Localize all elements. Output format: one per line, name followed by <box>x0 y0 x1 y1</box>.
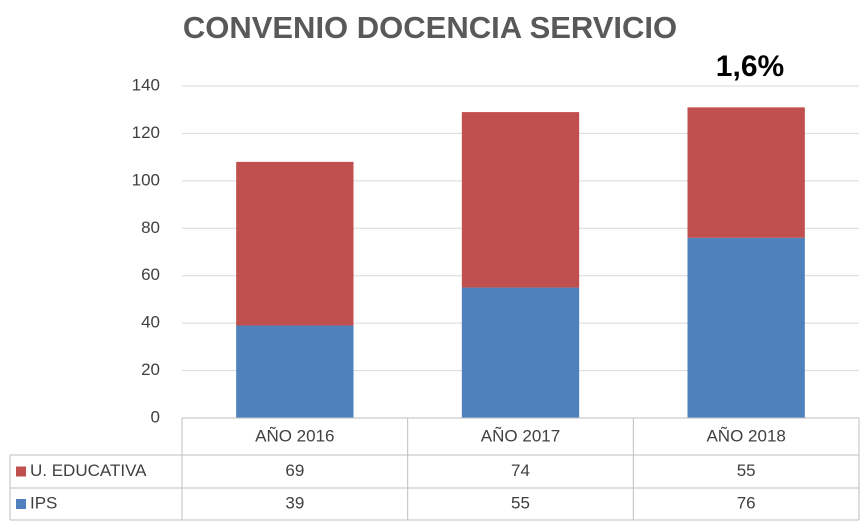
annotation: 1,6% <box>716 50 784 83</box>
y-tick-label: 140 <box>132 75 160 94</box>
table-value: 76 <box>737 493 756 512</box>
bar-segment <box>461 287 580 418</box>
table-value: 69 <box>285 461 304 480</box>
y-tick-label: 100 <box>132 170 160 189</box>
legend-swatch <box>16 499 26 509</box>
y-tick-label: 60 <box>141 265 160 284</box>
bar-segment <box>236 325 354 418</box>
table-value: 39 <box>285 493 304 512</box>
table-value: 55 <box>511 493 530 512</box>
legend-label: U. EDUCATIVA <box>30 461 147 480</box>
x-tick-label: AÑO 2018 <box>706 426 785 445</box>
bar-segment <box>687 237 805 418</box>
table-value: 74 <box>511 461 530 480</box>
table-value: 55 <box>737 461 756 480</box>
y-tick-label: 40 <box>141 313 160 332</box>
legend-label: IPS <box>30 493 57 512</box>
y-tick-label: 120 <box>132 123 160 142</box>
chart-title: CONVENIO DOCENCIA SERVICIO <box>183 10 677 45</box>
y-tick-label: 80 <box>141 218 160 237</box>
legend-swatch <box>16 466 26 477</box>
x-tick-label: AÑO 2017 <box>481 426 560 445</box>
y-tick-label: 0 <box>151 407 160 426</box>
bar-segment <box>461 112 580 288</box>
bar-segment <box>236 161 354 326</box>
y-tick-label: 20 <box>141 360 160 379</box>
bar-segment <box>687 107 805 238</box>
x-tick-label: AÑO 2016 <box>255 426 334 445</box>
